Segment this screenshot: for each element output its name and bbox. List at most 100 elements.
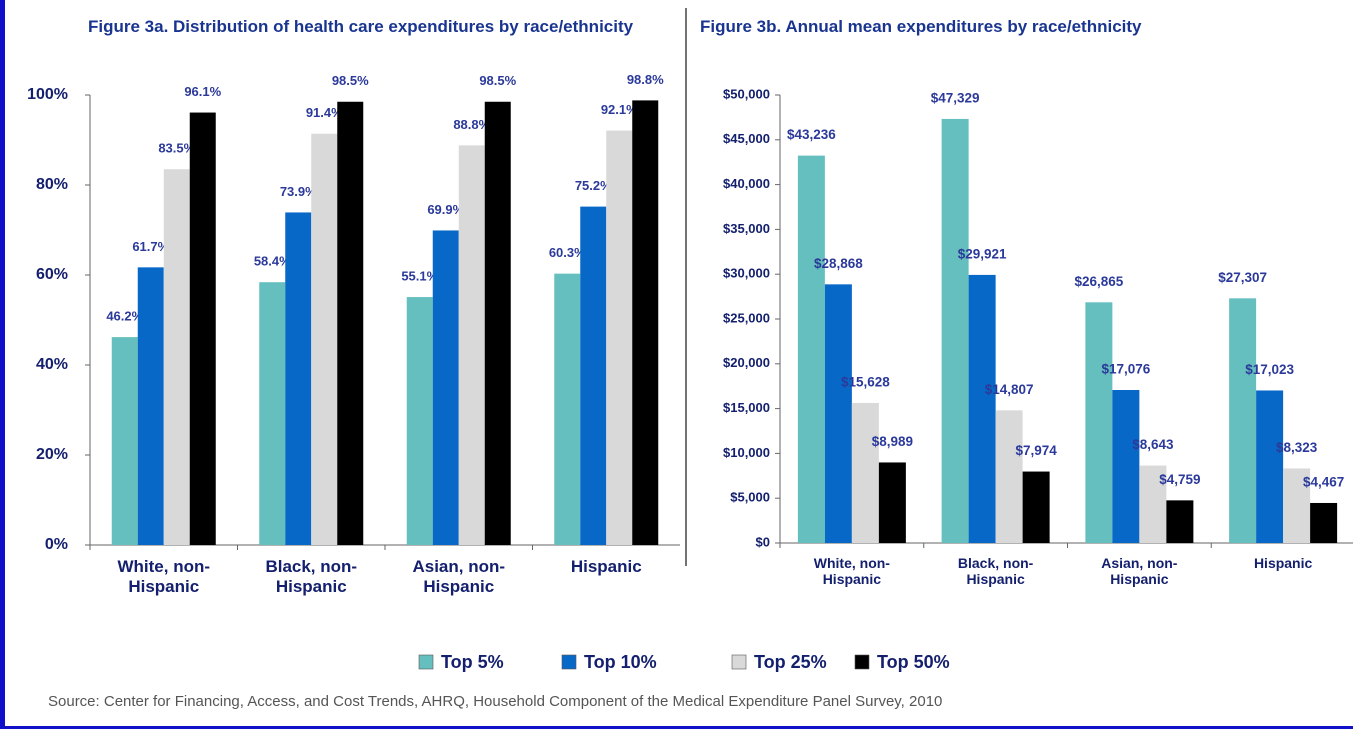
- bar: [1112, 389, 1140, 543]
- value-label: 61.7%: [132, 239, 169, 254]
- y-tick-label: $35,000: [723, 221, 770, 236]
- chart-title: Figure 3a. Distribution of health care e…: [88, 17, 634, 36]
- bar: [995, 410, 1023, 543]
- legend-swatch: [418, 654, 434, 670]
- chart: 0% 20% 40% 60% 80% 100% 46.2% 61.7% 83.5% 96.1% 58…: [27, 8, 1353, 672]
- y-tick-label: 60%: [36, 266, 68, 283]
- bar: [824, 284, 852, 543]
- y-tick-label: 40%: [36, 356, 68, 373]
- bar: [432, 230, 459, 545]
- y-tick-label: 100%: [27, 86, 68, 103]
- bar: [406, 297, 433, 545]
- value-label: 73.9%: [280, 184, 317, 199]
- y-tick-label: 20%: [36, 446, 68, 463]
- x-tick-label: Hispanic: [1253, 555, 1313, 571]
- x-tick-label: White, non-Hispanic: [117, 557, 211, 596]
- x-tick-label: Black, non-Hispanic: [265, 557, 358, 596]
- chart-title: Figure 3b. Annual mean expenditures by r…: [700, 17, 1142, 36]
- y-tick-label: $45,000: [723, 131, 770, 146]
- value-label: $8,323: [1276, 440, 1318, 455]
- legend-label: Top 10%: [584, 652, 657, 672]
- bar: [851, 402, 879, 543]
- value-label: $47,329: [931, 90, 980, 105]
- y-tick-label: $50,000: [723, 86, 770, 101]
- bar: [311, 133, 338, 545]
- bar: [259, 282, 286, 545]
- y-tick-label: $30,000: [723, 266, 770, 281]
- value-label: $43,236: [787, 127, 836, 142]
- x-tick-label: Hispanic: [570, 557, 642, 576]
- value-label: $28,868: [814, 256, 863, 271]
- value-label: 58.4%: [254, 254, 291, 269]
- y-tick-label: 0%: [45, 536, 68, 553]
- bar: [1256, 390, 1284, 543]
- bar: [137, 267, 164, 545]
- bar: [1229, 298, 1257, 543]
- bar: [1139, 465, 1167, 543]
- bar: [554, 273, 581, 545]
- bar: [797, 155, 825, 543]
- value-label: $14,807: [985, 382, 1034, 397]
- bar: [337, 101, 364, 545]
- bar: [484, 101, 511, 545]
- x-tick-label: Asian, non-Hispanic: [1101, 555, 1178, 588]
- bar: [580, 206, 607, 545]
- bar: [285, 212, 312, 545]
- value-label: $8,989: [872, 434, 913, 449]
- value-label: 88.8%: [453, 117, 490, 132]
- value-label: $27,307: [1218, 270, 1267, 285]
- value-label: 98.5%: [479, 73, 516, 88]
- value-label: 46.2%: [106, 309, 143, 324]
- value-label: $26,865: [1074, 274, 1123, 289]
- bar: [1283, 468, 1311, 543]
- value-label: 83.5%: [158, 141, 195, 156]
- legend-label: Top 5%: [441, 652, 504, 672]
- x-tick-label: White, non-Hispanic: [813, 555, 890, 588]
- x-tick-label: Black, non-Hispanic: [957, 555, 1034, 588]
- bar: [1085, 302, 1113, 543]
- value-label: 98.8%: [627, 72, 664, 87]
- bar: [111, 337, 138, 545]
- value-label: 96.1%: [184, 84, 221, 99]
- legend-swatch: [854, 654, 870, 670]
- value-label: $7,974: [1015, 443, 1057, 458]
- legend-swatch: [561, 654, 577, 670]
- bar: [1310, 502, 1338, 543]
- value-label: $15,628: [841, 375, 890, 390]
- y-tick-label: $5,000: [730, 490, 770, 505]
- value-label: $8,643: [1132, 437, 1174, 452]
- y-tick-label: $20,000: [723, 355, 770, 370]
- bar: [458, 145, 485, 545]
- value-label: 92.1%: [601, 102, 638, 117]
- value-label: 55.1%: [401, 268, 438, 283]
- bar: [968, 274, 996, 543]
- bar: [163, 169, 190, 545]
- y-tick-label: $25,000: [723, 310, 770, 325]
- value-label: $4,759: [1159, 472, 1200, 487]
- y-tick-label: $15,000: [723, 400, 770, 415]
- bar: [878, 462, 906, 543]
- bar: [189, 112, 216, 546]
- y-tick-label: 80%: [36, 176, 68, 193]
- value-label: 60.3%: [549, 245, 586, 260]
- y-tick-label: $0: [756, 534, 770, 549]
- value-label: 69.9%: [427, 202, 464, 217]
- bar: [632, 100, 659, 546]
- source-note: Source: Center for Financing, Access, an…: [48, 693, 943, 710]
- bar: [606, 130, 633, 546]
- bar: [1166, 500, 1194, 543]
- value-label: 91.4%: [306, 105, 343, 120]
- x-tick-label: Asian, non-Hispanic: [412, 557, 506, 596]
- value-label: $17,076: [1101, 362, 1150, 377]
- value-label: 75.2%: [575, 178, 612, 193]
- value-label: $17,023: [1245, 362, 1294, 377]
- legend-label: Top 25%: [754, 652, 827, 672]
- value-label: $4,467: [1303, 475, 1344, 490]
- bar: [1022, 471, 1050, 543]
- value-label: $29,921: [958, 246, 1007, 261]
- bar: [941, 118, 969, 543]
- value-label: 98.5%: [332, 73, 369, 88]
- legend-swatch: [731, 654, 747, 670]
- y-tick-label: $10,000: [723, 445, 770, 460]
